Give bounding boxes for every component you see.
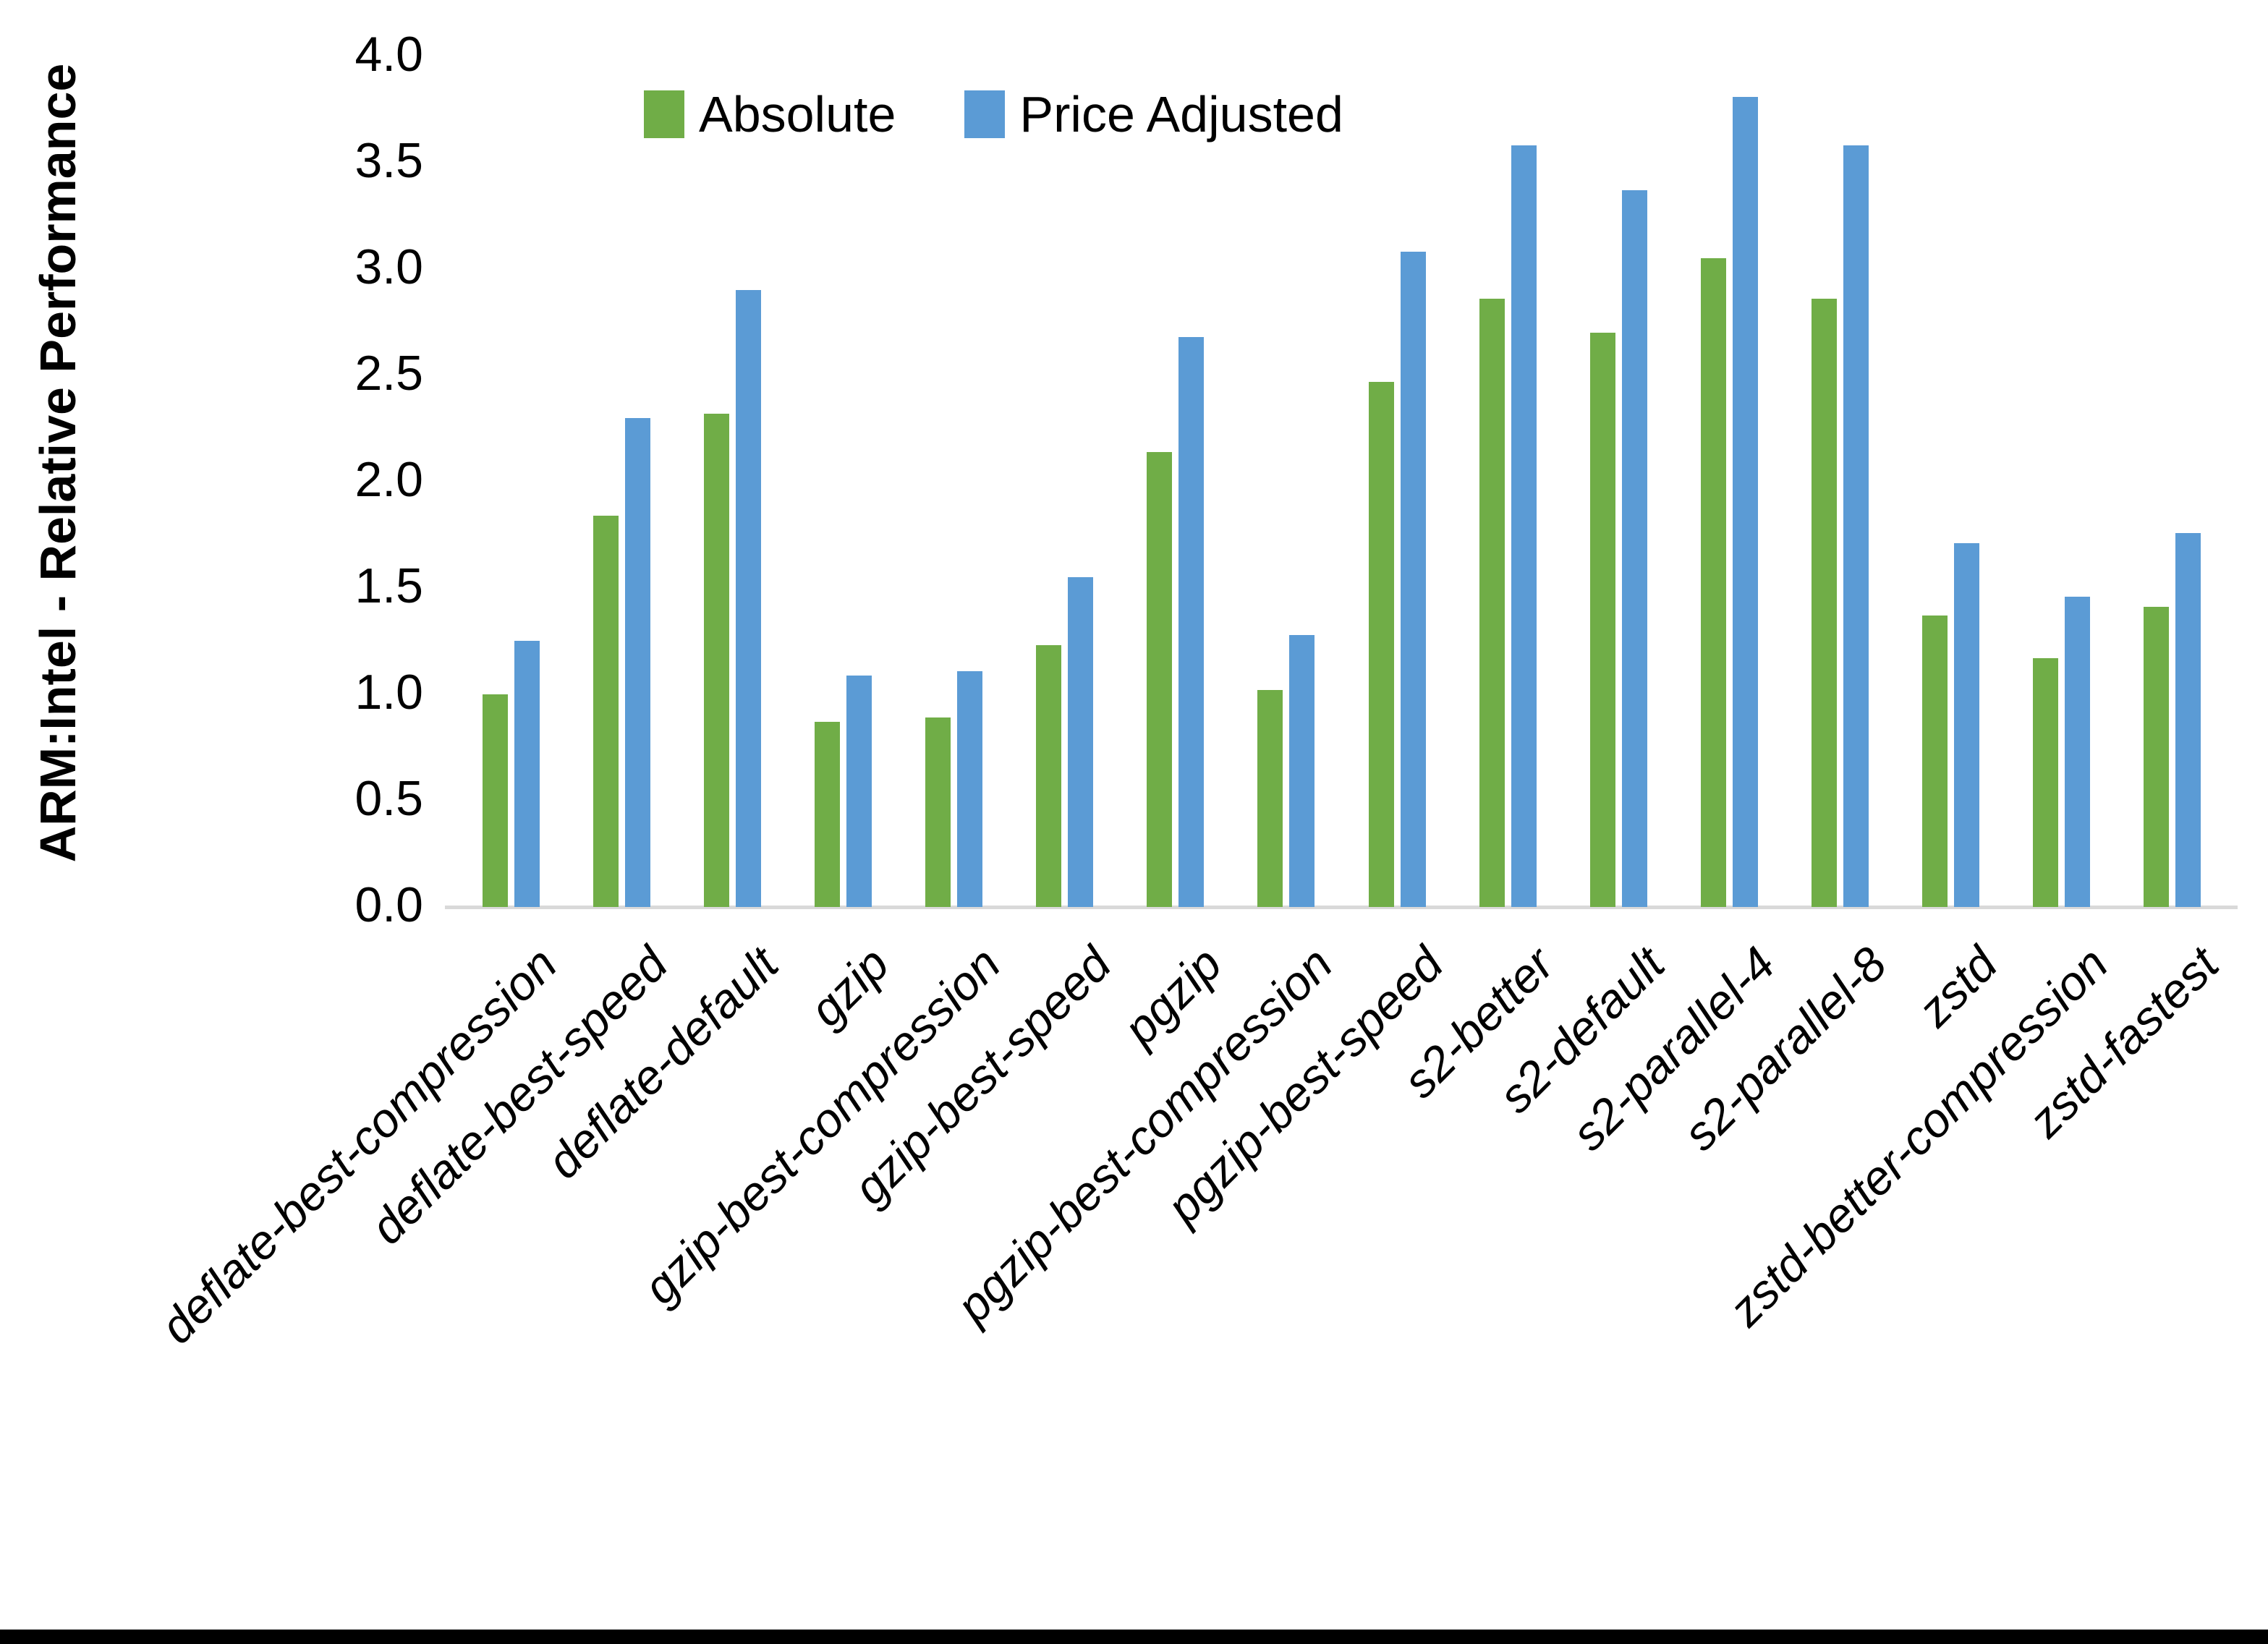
legend-label-price-adjusted: Price Adjusted: [1019, 86, 1343, 142]
bar-deflate-default-price-adjusted: [736, 290, 761, 907]
absolute-series-swatch-icon: [644, 90, 684, 138]
bar-pgzip-best-compression-price-adjusted: [1289, 635, 1314, 907]
bar-s2-parallel-8-price-adjusted: [1843, 145, 1869, 907]
y-tick-label-0.5: 0.5: [354, 771, 423, 826]
bar-pgzip-best-speed-absolute: [1369, 382, 1394, 907]
y-tick-label-1.5: 1.5: [354, 558, 423, 613]
bar-gzip-best-compression-price-adjusted: [957, 671, 982, 907]
bar-gzip-best-speed-absolute: [1036, 645, 1061, 907]
bar-deflate-best-speed-price-adjusted: [625, 418, 650, 907]
y-tick-label-1.0: 1.0: [354, 665, 423, 720]
bar-pgzip-best-compression-absolute: [1257, 690, 1283, 907]
bar-zstd-better-compression-price-adjusted: [2065, 597, 2090, 907]
bar-deflate-best-compression-price-adjusted: [514, 641, 540, 907]
bar-s2-parallel-4-absolute: [1701, 258, 1726, 907]
bar-s2-better-absolute: [1479, 299, 1505, 907]
y-tick-label-4.0: 4.0: [354, 27, 423, 82]
bar-s2-better-price-adjusted: [1511, 145, 1537, 907]
bar-gzip-best-speed-price-adjusted: [1068, 577, 1093, 907]
bar-deflate-best-speed-absolute: [593, 516, 619, 907]
bar-gzip-best-compression-absolute: [925, 717, 951, 907]
legend-item-absolute: Absolute: [644, 85, 896, 143]
bar-s2-default-absolute: [1590, 333, 1615, 907]
bar-zstd-fastest-absolute: [2144, 607, 2169, 907]
y-tick-label-2.0: 2.0: [354, 452, 423, 507]
legend-label-absolute: Absolute: [699, 86, 896, 142]
bar-pgzip-absolute: [1147, 452, 1172, 907]
y-tick-label-0.0: 0.0: [354, 877, 423, 932]
bar-s2-default-price-adjusted: [1622, 190, 1647, 907]
y-tick-label-2.5: 2.5: [354, 346, 423, 401]
bar-deflate-default-absolute: [704, 414, 729, 907]
bar-zstd-price-adjusted: [1954, 543, 1979, 907]
x-axis-line: [445, 906, 2238, 909]
bar-zstd-fastest-price-adjusted: [2175, 533, 2201, 907]
bar-pgzip-price-adjusted: [1178, 337, 1204, 907]
bottom-border: [0, 1630, 2268, 1644]
legend-item-price-adjusted: Price Adjusted: [964, 85, 1343, 143]
price-adjusted-series-swatch-icon: [964, 90, 1006, 138]
bar-s2-parallel-4-price-adjusted: [1733, 97, 1758, 907]
bar-gzip-price-adjusted: [846, 676, 872, 907]
bar-deflate-best-compression-absolute: [483, 694, 508, 907]
bar-zstd-better-compression-absolute: [2033, 658, 2058, 907]
bar-zstd-absolute: [1922, 616, 1948, 907]
bar-pgzip-best-speed-price-adjusted: [1401, 252, 1426, 907]
legend: Absolute Price Adjusted: [644, 85, 1343, 143]
y-tick-label-3.5: 3.5: [354, 133, 423, 188]
y-tick-label-3.0: 3.0: [354, 239, 423, 294]
bar-gzip-absolute: [815, 722, 840, 907]
bar-s2-parallel-8-absolute: [1812, 299, 1837, 907]
